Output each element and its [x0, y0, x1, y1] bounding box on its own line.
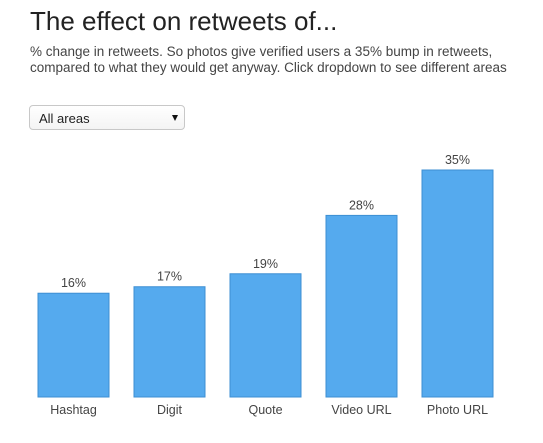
value-label: 28%: [349, 198, 374, 212]
chart-title: The effect on retweets of...: [30, 6, 338, 36]
value-label: 17%: [157, 270, 182, 284]
category-label: Hashtag: [50, 403, 97, 417]
category-label: Photo URL: [427, 403, 488, 417]
chevron-down-icon: [172, 115, 178, 121]
value-label: 35%: [445, 153, 470, 167]
bar-video-url: [325, 214, 398, 398]
value-label: 16%: [61, 276, 86, 290]
chart-subtitle: % change in retweets. So photos give ver…: [30, 44, 507, 75]
value-label: 19%: [253, 257, 278, 271]
bar-hashtag: [37, 292, 110, 398]
area-dropdown-value: All areas: [39, 111, 90, 126]
category-label: Quote: [248, 403, 282, 417]
category-label: Video URL: [331, 403, 391, 417]
area-dropdown[interactable]: All areas: [29, 105, 185, 130]
bar-digit: [133, 286, 206, 398]
bar-photo-url: [421, 169, 494, 398]
category-label: Digit: [157, 403, 183, 417]
bar-quote: [229, 273, 302, 398]
